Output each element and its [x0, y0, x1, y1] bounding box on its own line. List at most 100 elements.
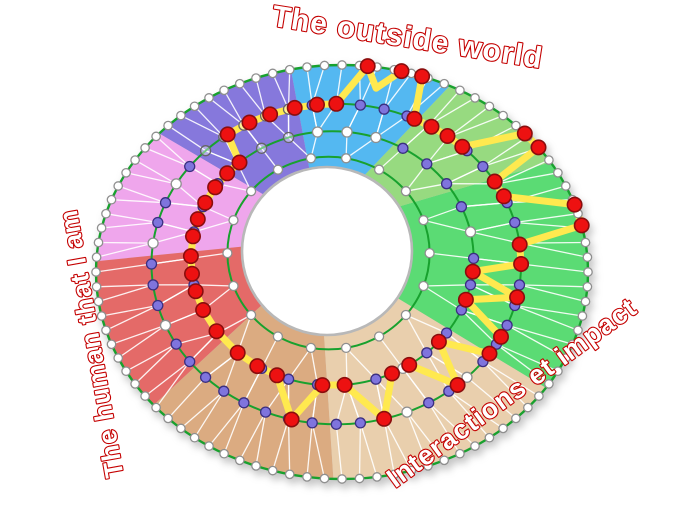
ring-node[interactable] [284, 469, 295, 480]
ring-node[interactable] [580, 237, 591, 248]
path-node[interactable] [430, 333, 447, 350]
ring-node[interactable] [418, 215, 429, 226]
path-node[interactable] [219, 126, 236, 143]
ring-node[interactable] [259, 406, 272, 418]
path-node[interactable] [516, 125, 533, 142]
ring-node[interactable] [282, 373, 295, 385]
ring-node[interactable] [93, 296, 104, 307]
ring-node[interactable] [176, 110, 186, 121]
ring-node[interactable] [372, 472, 382, 482]
ring-node[interactable] [145, 258, 158, 270]
ring-node[interactable] [455, 448, 465, 459]
ring-node[interactable] [204, 93, 214, 103]
ring-node[interactable] [184, 160, 196, 173]
ring-node[interactable] [370, 373, 382, 385]
ring-node[interactable] [219, 85, 229, 96]
ring-node[interactable] [560, 181, 571, 191]
ring-node[interactable] [113, 181, 124, 191]
path-node[interactable] [359, 58, 376, 75]
ring-node[interactable] [498, 110, 508, 121]
ring-node[interactable] [553, 366, 563, 377]
ring-node[interactable] [170, 338, 182, 350]
ring-node[interactable] [337, 474, 347, 484]
ring-node[interactable] [151, 402, 161, 413]
path-node[interactable] [530, 139, 547, 156]
ring-node[interactable] [330, 418, 342, 430]
ring-node[interactable] [401, 406, 413, 418]
path-node[interactable] [423, 118, 440, 135]
ring-node[interactable] [170, 178, 182, 190]
ring-node[interactable] [199, 145, 212, 157]
ring-node[interactable] [130, 379, 140, 389]
ring-node[interactable] [305, 342, 317, 354]
path-node[interactable] [454, 138, 471, 155]
ring-node[interactable] [573, 325, 583, 336]
ring-node[interactable] [511, 120, 521, 131]
ring-node[interactable] [461, 371, 473, 383]
path-node[interactable] [189, 211, 206, 228]
path-node[interactable] [406, 110, 423, 127]
ring-node[interactable] [255, 142, 268, 154]
ring-node[interactable] [121, 167, 131, 178]
path-node[interactable] [414, 68, 431, 85]
ring-node[interactable] [199, 371, 212, 383]
path-node[interactable] [486, 173, 503, 190]
path-node[interactable] [229, 344, 246, 361]
ring-node[interactable] [439, 78, 450, 89]
ring-node[interactable] [101, 325, 111, 336]
ring-node[interactable] [470, 93, 480, 103]
ring-node[interactable] [477, 160, 489, 173]
path-node[interactable] [439, 128, 456, 145]
ring-node[interactable] [583, 267, 593, 277]
ring-node[interactable] [423, 397, 435, 409]
path-node[interactable] [208, 323, 225, 340]
ring-node[interactable] [306, 417, 318, 429]
ring-node[interactable] [567, 339, 578, 350]
ring-node[interactable] [91, 281, 102, 292]
ring-node[interactable] [130, 155, 140, 165]
ring-node[interactable] [91, 252, 102, 263]
ring-node[interactable] [159, 319, 172, 331]
ring-node[interactable] [147, 237, 159, 249]
path-node[interactable] [449, 376, 466, 393]
path-node[interactable] [566, 196, 583, 213]
ring-node[interactable] [96, 311, 107, 321]
path-node[interactable] [457, 291, 474, 308]
ring-node[interactable] [222, 247, 233, 259]
ring-node[interactable] [577, 311, 588, 321]
ring-node[interactable] [582, 281, 593, 292]
ring-node[interactable] [151, 131, 161, 142]
ring-node[interactable] [152, 216, 164, 229]
ring-node[interactable] [423, 461, 433, 471]
ring-node[interactable] [121, 366, 131, 377]
ring-node[interactable] [484, 101, 495, 112]
ring-node[interactable] [311, 126, 324, 138]
ring-node[interactable] [340, 153, 352, 164]
ring-node[interactable] [251, 461, 261, 471]
ring-node[interactable] [534, 391, 544, 401]
path-node[interactable] [513, 255, 530, 272]
ring-node[interactable] [340, 342, 352, 354]
ring-node[interactable] [302, 62, 312, 72]
ring-node[interactable] [400, 186, 412, 197]
ring-node[interactable] [467, 252, 480, 265]
ring-node[interactable] [560, 353, 571, 363]
path-node[interactable] [495, 188, 512, 205]
ring-node[interactable] [106, 339, 117, 350]
ring-node[interactable] [455, 201, 468, 213]
path-node[interactable] [401, 356, 418, 373]
ring-node[interactable] [378, 103, 390, 115]
ring-node[interactable] [189, 101, 200, 112]
path-node[interactable] [328, 95, 345, 112]
ring-node[interactable] [464, 226, 477, 238]
ring-node[interactable] [159, 197, 172, 209]
ring-node[interactable] [389, 469, 400, 480]
ring-node[interactable] [96, 223, 107, 233]
path-node[interactable] [182, 248, 199, 265]
ring-node[interactable] [484, 432, 495, 443]
ring-node[interactable] [523, 402, 533, 413]
ring-node[interactable] [234, 455, 245, 466]
ring-node[interactable] [464, 279, 477, 291]
ring-node[interactable] [580, 296, 591, 307]
ring-node[interactable] [400, 309, 412, 321]
